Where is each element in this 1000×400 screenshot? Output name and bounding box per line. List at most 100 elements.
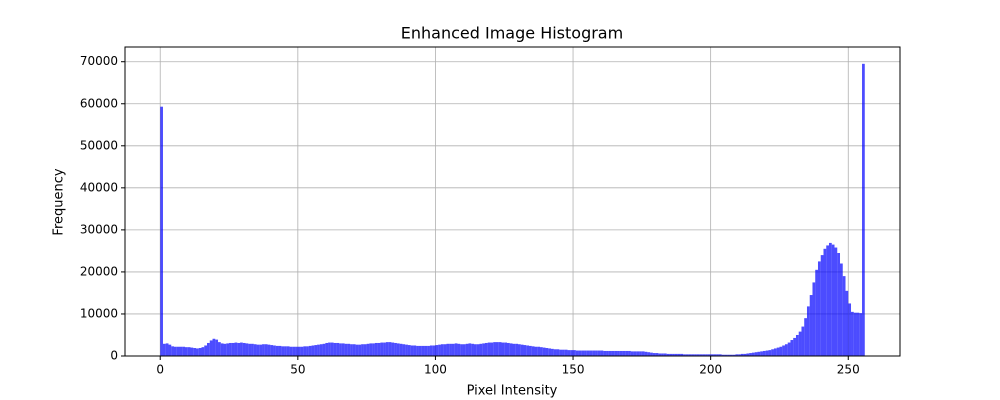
- y-tick-label: 10000: [80, 306, 118, 320]
- bar: [223, 343, 227, 356]
- bar: [339, 343, 342, 356]
- bar: [512, 343, 516, 356]
- bar: [738, 354, 741, 356]
- y-tick-label: 50000: [80, 138, 118, 152]
- bar: [520, 344, 524, 356]
- bar: [721, 354, 725, 356]
- bar: [438, 344, 441, 356]
- bar: [628, 350, 631, 356]
- bar: [727, 354, 730, 356]
- bar: [790, 340, 794, 356]
- bar: [427, 345, 430, 356]
- bar: [336, 342, 340, 356]
- bar: [162, 343, 166, 356]
- bar: [418, 345, 422, 356]
- bar: [385, 342, 389, 356]
- bar: [347, 343, 351, 356]
- bar: [575, 350, 579, 356]
- bar: [853, 312, 857, 356]
- bar: [729, 354, 733, 356]
- bar: [782, 345, 785, 356]
- bar: [837, 253, 841, 356]
- y-axis-label: Frequency: [52, 168, 67, 235]
- bar: [399, 343, 403, 356]
- bar: [677, 353, 681, 356]
- bar: [834, 247, 838, 356]
- bar: [405, 344, 408, 356]
- bar: [259, 344, 263, 356]
- bar: [240, 342, 243, 356]
- bar: [278, 345, 282, 356]
- bar: [460, 344, 463, 356]
- bar: [273, 345, 276, 356]
- bar: [578, 350, 582, 356]
- bar: [498, 342, 502, 356]
- bar: [534, 346, 538, 356]
- bar: [201, 347, 205, 356]
- bar: [842, 276, 846, 356]
- bar: [815, 269, 818, 356]
- bar: [262, 344, 265, 356]
- bar: [641, 351, 645, 356]
- bar: [636, 351, 640, 356]
- bar: [743, 353, 747, 356]
- bar: [652, 353, 656, 356]
- bar: [762, 350, 766, 356]
- bar: [518, 344, 521, 356]
- x-tick-label: 0: [156, 363, 164, 377]
- bar: [476, 344, 480, 356]
- bar: [809, 295, 813, 356]
- bar: [432, 345, 436, 356]
- bar: [669, 353, 673, 356]
- bar: [622, 350, 626, 356]
- bar: [614, 350, 618, 356]
- bar: [396, 343, 400, 356]
- bar: [190, 347, 194, 356]
- bar: [556, 349, 560, 356]
- bar: [716, 354, 719, 356]
- bar: [234, 342, 238, 356]
- bar: [366, 343, 370, 356]
- bar: [851, 311, 854, 356]
- bar: [688, 354, 692, 356]
- bar: [484, 342, 488, 356]
- bar: [611, 350, 615, 356]
- bar: [440, 344, 444, 356]
- bar: [363, 344, 367, 356]
- x-tick-label: 50: [290, 363, 305, 377]
- bar: [828, 242, 832, 356]
- bar: [658, 353, 662, 356]
- bar: [608, 350, 612, 356]
- x-tick-label: 150: [562, 363, 585, 377]
- bar: [355, 344, 359, 356]
- bar: [473, 344, 477, 356]
- bar: [840, 263, 843, 356]
- bar: [515, 343, 519, 356]
- bar: [661, 353, 664, 356]
- bar: [421, 345, 425, 356]
- bar: [413, 345, 417, 356]
- bar: [402, 344, 406, 356]
- bar: [793, 337, 796, 356]
- bar: [173, 346, 177, 356]
- bar: [308, 345, 312, 356]
- bar: [603, 350, 607, 356]
- bar: [504, 342, 507, 356]
- bar: [391, 342, 395, 356]
- bar: [319, 344, 323, 356]
- bar: [625, 350, 629, 356]
- bar: [562, 349, 565, 356]
- bar: [281, 346, 285, 356]
- bar: [820, 255, 824, 356]
- bar: [776, 347, 780, 356]
- bar: [663, 353, 667, 356]
- bar: [545, 348, 549, 356]
- bar: [768, 350, 772, 356]
- x-tick-label: 200: [699, 363, 722, 377]
- bar: [680, 353, 684, 356]
- bar: [732, 354, 736, 356]
- bar: [333, 342, 337, 356]
- bar: [435, 345, 439, 356]
- bar: [388, 342, 392, 356]
- bar: [694, 354, 697, 356]
